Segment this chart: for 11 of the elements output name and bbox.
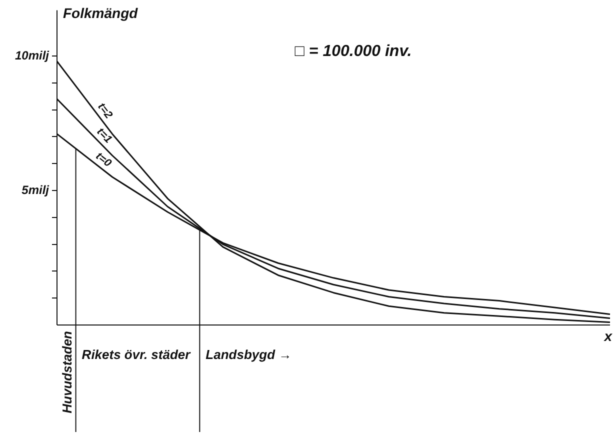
y-axis-title: Folkmängd xyxy=(63,5,138,21)
y-tick-label: 5milj xyxy=(22,182,50,197)
text: t=2 xyxy=(95,100,115,122)
y-tick-label: 10milj xyxy=(14,48,50,62)
text: Landsbygd → xyxy=(206,347,292,362)
text: Rikets övr. städer xyxy=(82,347,192,362)
annotation: □ = 100.000 inv. xyxy=(294,43,412,60)
text: t=1 xyxy=(94,126,114,146)
x-axis-title: x xyxy=(603,328,614,344)
text: t=0 xyxy=(93,150,114,170)
text: Huvudstaden xyxy=(59,330,74,414)
